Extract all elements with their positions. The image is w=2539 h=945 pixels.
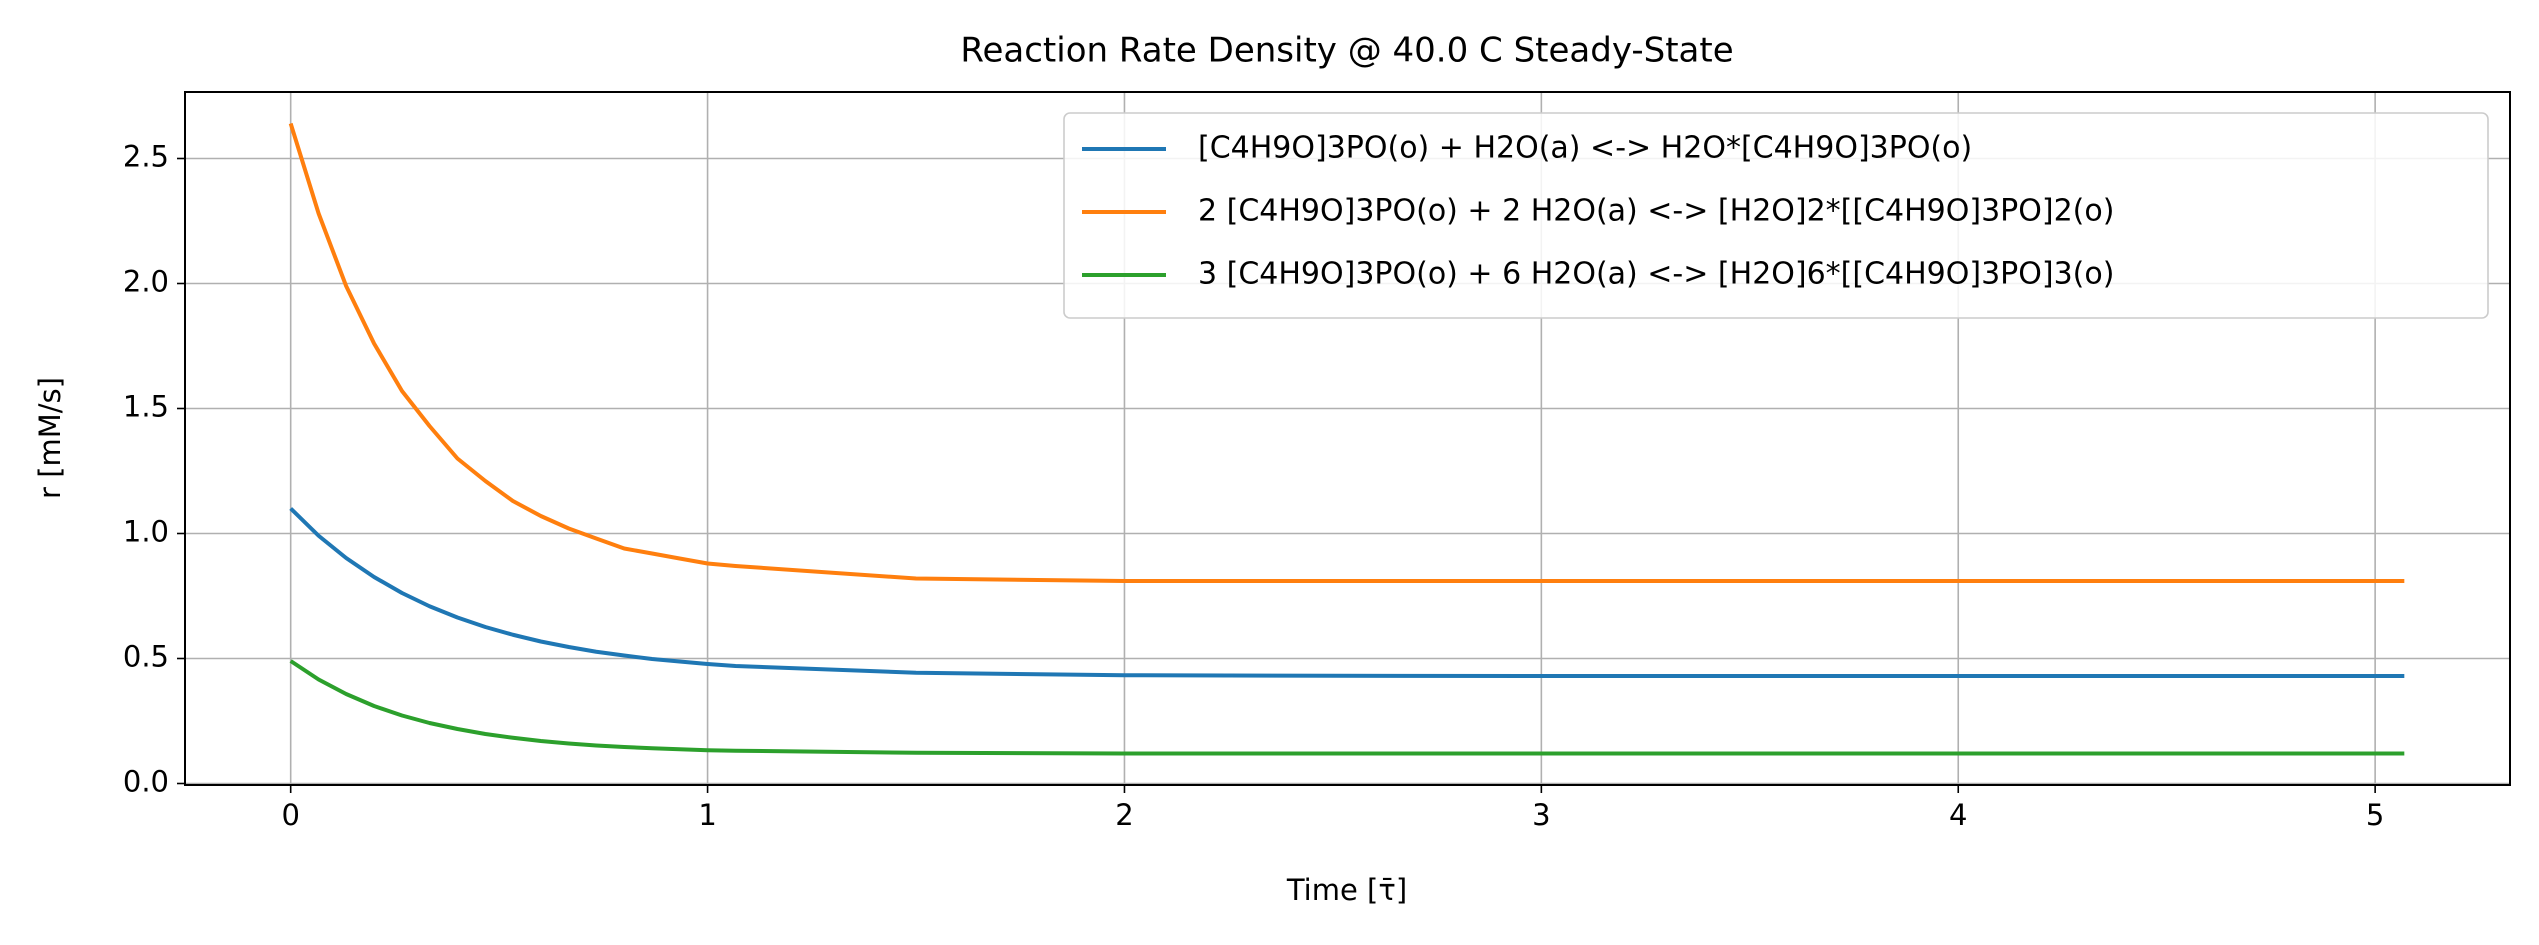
- legend-label: [C4H9O]3PO(o) + H2O(a) <-> H2O*[C4H9O]3P…: [1198, 131, 1972, 166]
- y-tick-label: 1.0: [123, 515, 169, 549]
- chart-title: Reaction Rate Density @ 40.0 C Steady-St…: [960, 31, 1733, 71]
- y-axis-label: r [mM/s]: [33, 377, 67, 499]
- y-tick-label: 0.0: [123, 765, 169, 799]
- x-tick-label: 2: [1115, 798, 1133, 832]
- legend-box: [1063, 112, 2489, 319]
- y-tick-label: 0.5: [123, 640, 169, 674]
- x-tick-label: 3: [1532, 798, 1550, 832]
- legend-label: 2 [C4H9O]3PO(o) + 2 H2O(a) <-> [H2O]2*[[…: [1198, 194, 2114, 229]
- line-series: [288, 122, 2405, 583]
- line-series: [289, 659, 2405, 756]
- x-tick-label: 0: [281, 798, 299, 832]
- y-tick-label: 1.5: [123, 390, 169, 424]
- y-tick-label: 2.5: [123, 140, 169, 174]
- y-tick-label: 2.0: [123, 265, 169, 299]
- x-axis-label: Time [τ̄]: [1286, 873, 1407, 907]
- legend-label: 3 [C4H9O]3PO(o) + 6 H2O(a) <-> [H2O]6*[[…: [1198, 257, 2114, 292]
- x-tick-label: 1: [698, 798, 716, 832]
- line-series: [289, 507, 2405, 678]
- plot-frame: [184, 91, 2511, 786]
- x-tick-label: 4: [1949, 798, 1967, 832]
- x-tick-label: 5: [2366, 798, 2384, 832]
